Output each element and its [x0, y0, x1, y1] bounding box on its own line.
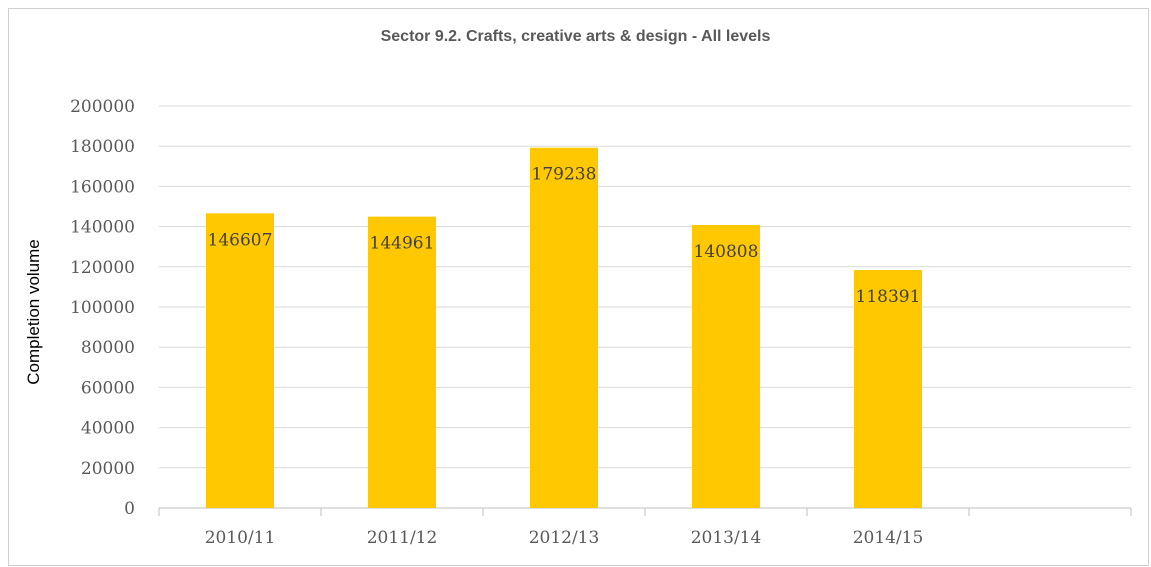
bar — [367, 216, 437, 508]
bar — [691, 224, 761, 508]
y-tick-label: 120000 — [70, 258, 135, 278]
bar — [853, 270, 923, 508]
data-labels: 146607 144961 179238 140808 118391 — [208, 165, 921, 307]
y-tick-label: 200000 — [70, 97, 135, 117]
chart-title: Sector 9.2. Crafts, creative arts & desi… — [380, 28, 771, 45]
x-tick-label: 2013/14 — [691, 528, 762, 548]
data-label: 140808 — [694, 242, 759, 262]
y-tick-label: 0 — [124, 499, 135, 519]
bar — [205, 213, 275, 508]
x-tick-label: 2010/11 — [205, 528, 276, 548]
y-tick-label: 160000 — [70, 177, 135, 197]
gridlines — [158, 105, 1132, 516]
y-tick-label: 20000 — [81, 459, 135, 479]
x-tick-label: 2011/12 — [367, 528, 438, 548]
data-label: 146607 — [208, 230, 273, 250]
data-label: 179238 — [532, 165, 597, 185]
y-tick-label: 100000 — [70, 298, 135, 318]
bars — [205, 147, 923, 508]
y-tick-label: 40000 — [81, 419, 135, 439]
x-tick-label: 2014/15 — [853, 528, 924, 548]
axis-ticks: 0 20000 40000 60000 80000 100000 120000 140000 1… — [70, 97, 923, 548]
x-tick-label: 2012/13 — [529, 528, 600, 548]
data-label: 118391 — [856, 287, 921, 307]
y-tick-label: 140000 — [70, 218, 135, 238]
y-tick-label: 60000 — [81, 378, 135, 398]
bar — [529, 147, 599, 508]
y-tick-label: 80000 — [81, 338, 135, 358]
y-tick-label: 180000 — [70, 137, 135, 157]
data-label: 144961 — [370, 234, 435, 254]
